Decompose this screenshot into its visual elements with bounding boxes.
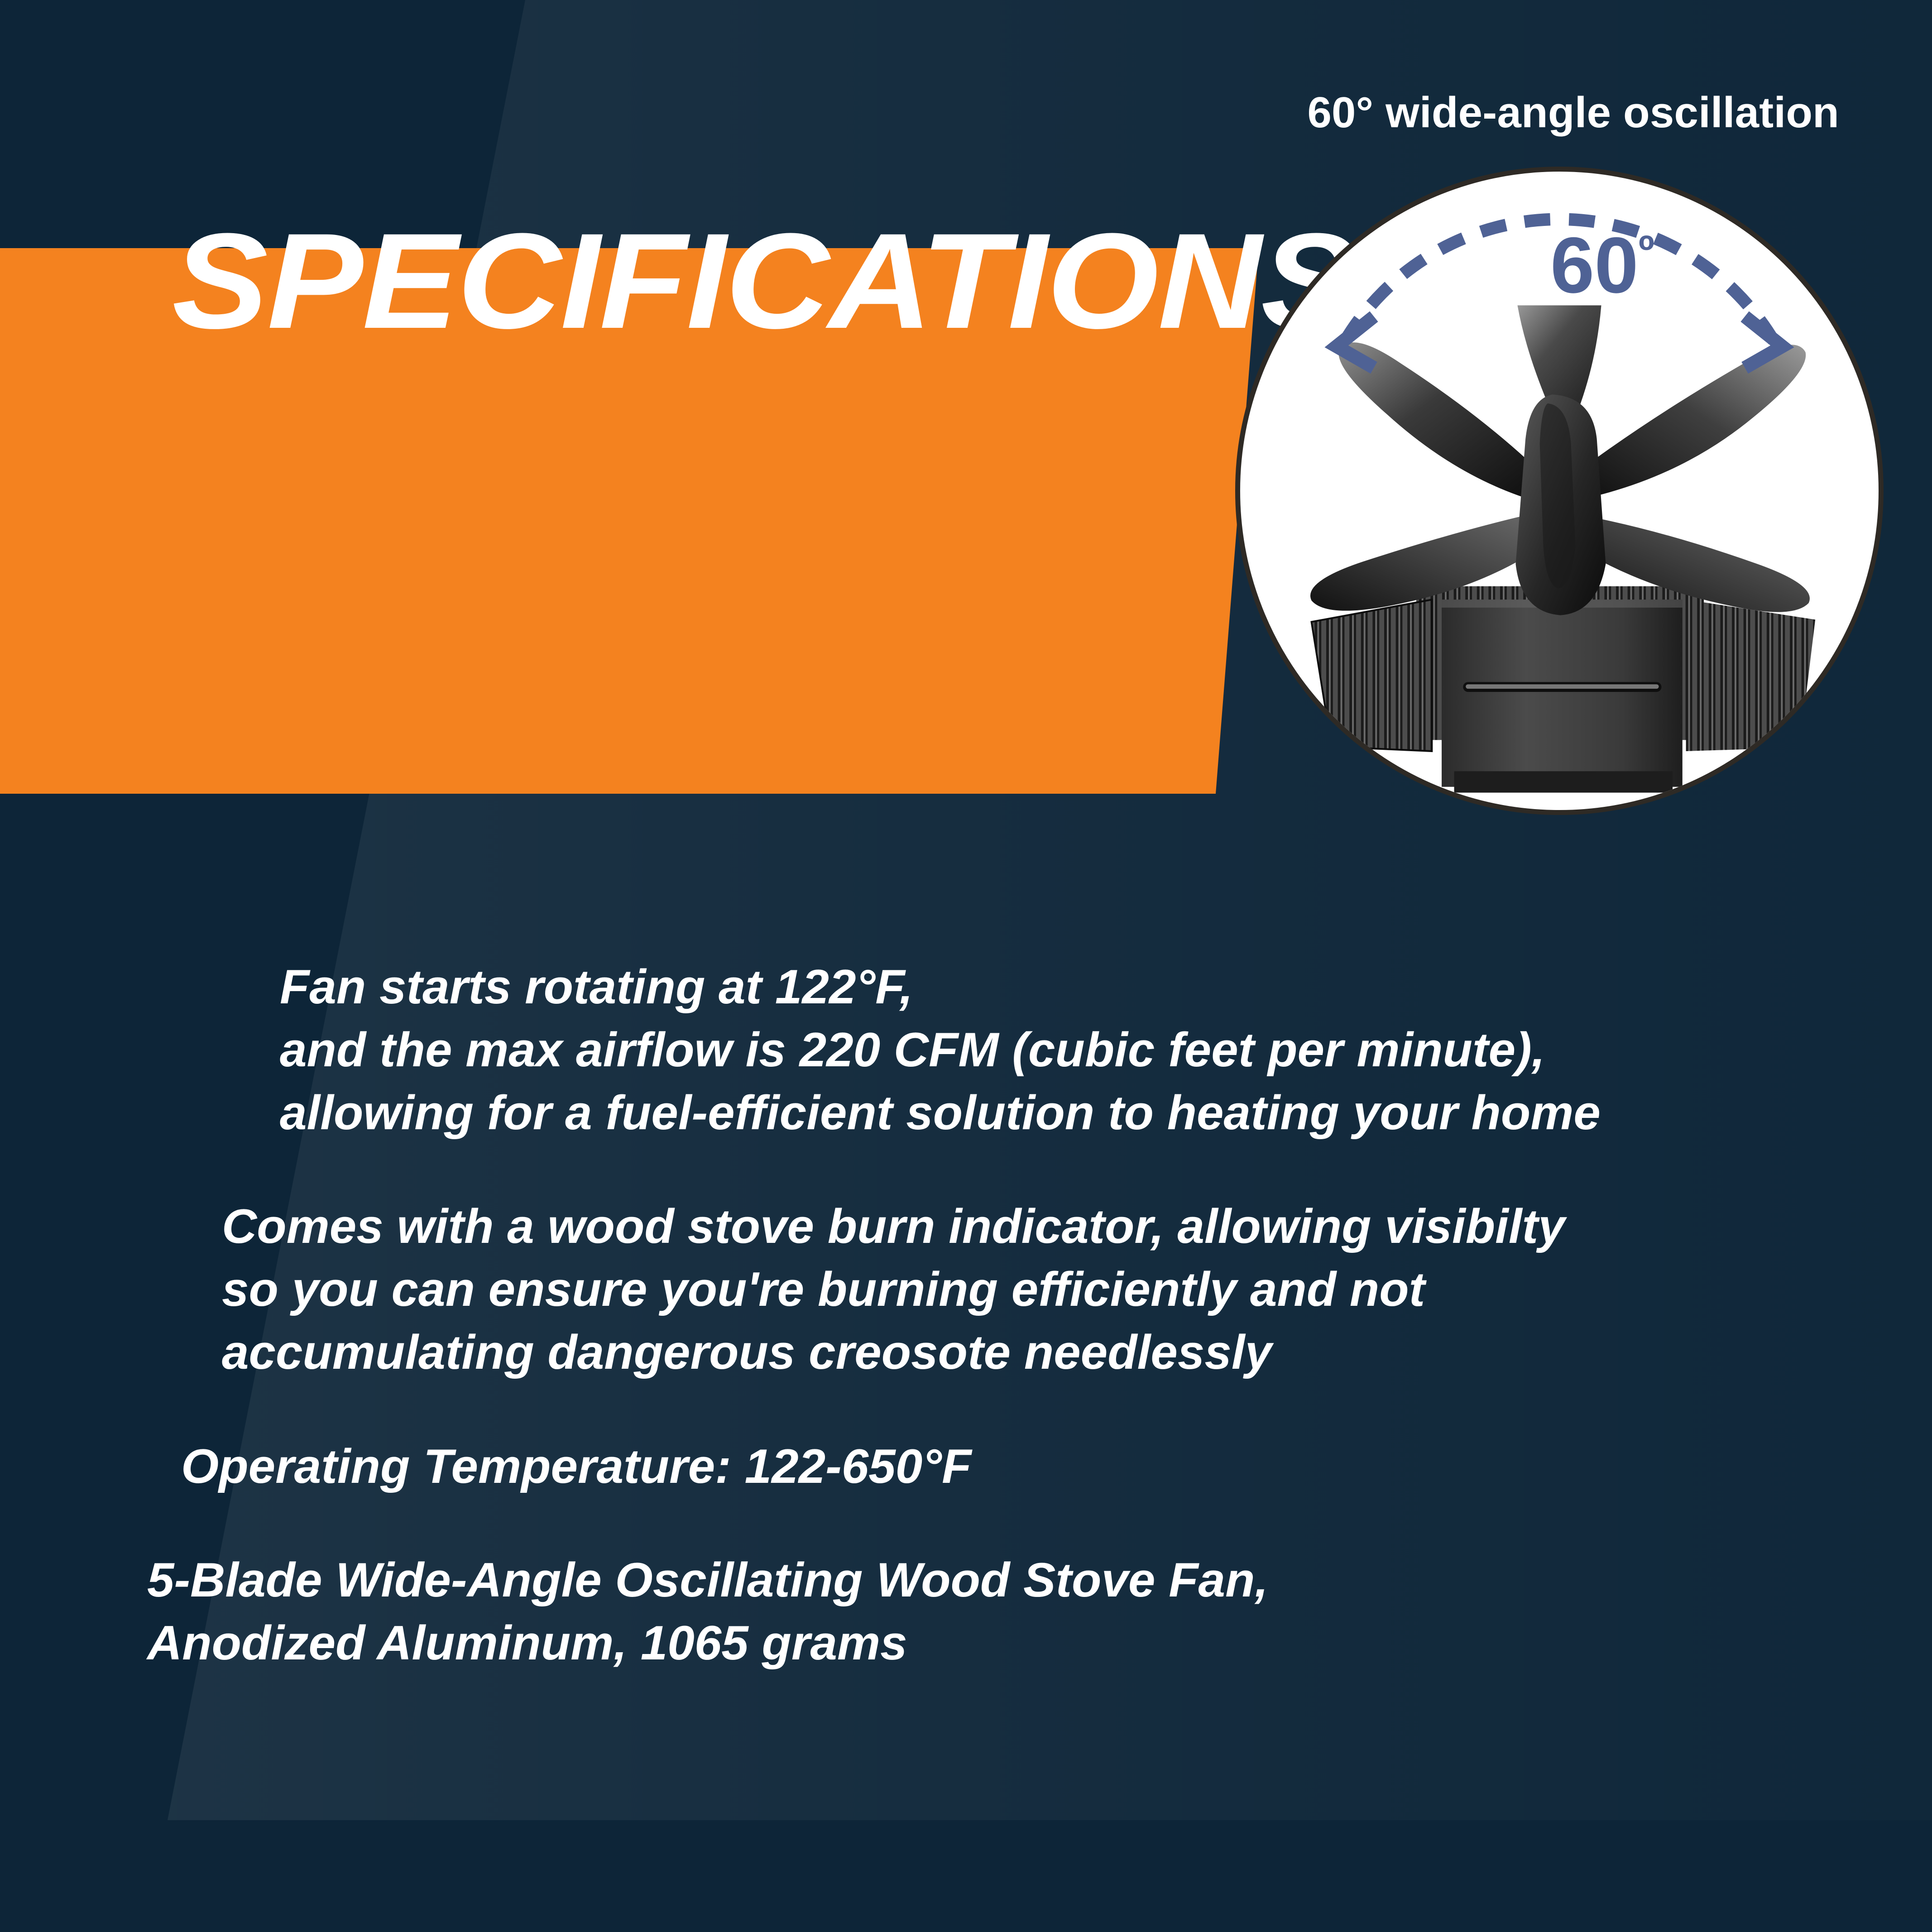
degree-symbol: º [1638,226,1654,275]
fan-hub [1515,394,1606,615]
burn-indicator-body [1442,599,1683,793]
angle-value: 60 [1550,221,1639,310]
spec-paragraph: 5-Blade Wide-Angle Oscillating Wood Stov… [147,1552,1269,1670]
arc-arrow-left [1324,311,1378,374]
spec-paragraph: Comes with a wood stove burn indicator, … [222,1199,1565,1380]
spec-paragraph: Fan starts rotating at 122°F, and the ma… [280,959,1601,1140]
oscillation-badge: 60º [1235,167,1884,815]
arc-arrow-right [1740,311,1794,374]
specifications-list: Fan starts rotating at 122°F, and the ma… [0,955,1932,1674]
oscillation-angle-label: 60º [1550,226,1654,305]
page-title: SPECIFICATIONS [172,205,1357,357]
specifications-banner [0,248,1259,794]
spec-paragraph: Operating Temperature: 122-650°F [181,1438,972,1493]
fan-blades [1310,305,1810,612]
header-caption: 60° wide-angle oscillation [1307,88,1839,137]
stove-fan-illustration [1310,213,1816,793]
